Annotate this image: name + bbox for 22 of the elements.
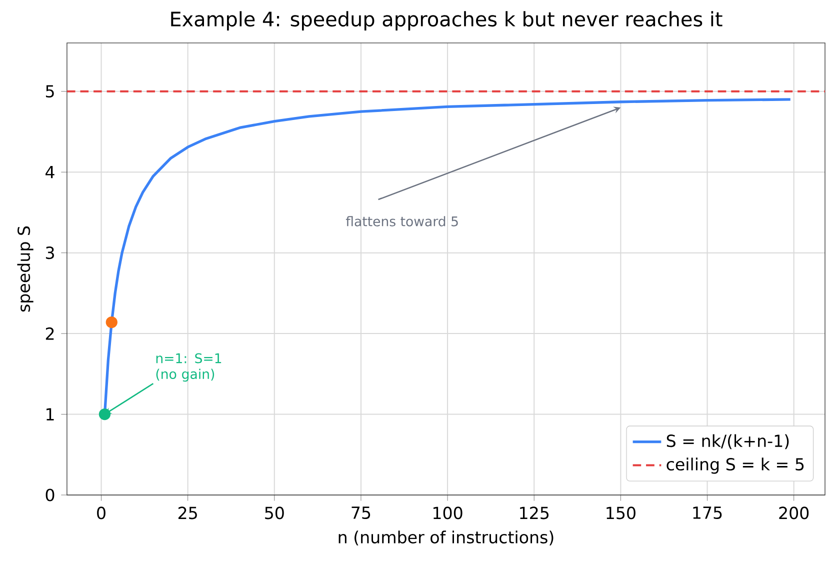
x-tick-label: 25 [178,506,197,520]
y-tick-label: 1 [46,408,54,420]
x-tick-label: 100 [434,506,462,520]
x-tick-label: 75 [352,506,370,519]
x-tick-label: 0 [97,506,106,520]
x-axis-title: n (number of instructions) [338,530,554,546]
y-tick-label: 3 [46,246,54,260]
legend-label: ceiling S = k = 5 [666,458,804,474]
x-tick-label: 150 [606,506,636,520]
legend-label: S = nk/(k+n-1) [666,434,789,450]
annotation: n=1: S=1 (no gain) [156,353,222,382]
chart-title: Example 4: speedup approaches k but never reaches it [171,11,722,30]
annotation: flattens toward 5 [346,216,458,226]
y-tick-label: 2 [46,327,54,340]
x-tick-label: 200 [779,506,809,520]
y-tick-label: 4 [46,166,54,178]
x-tick-label: 125 [520,506,549,520]
x-tick-label: 50 [265,506,284,520]
y-tick-label: 0 [46,488,54,502]
y-tick-label: 5 [46,85,54,98]
x-tick-label: 175 [693,506,722,519]
y-axis-title: speedup S [17,226,34,312]
